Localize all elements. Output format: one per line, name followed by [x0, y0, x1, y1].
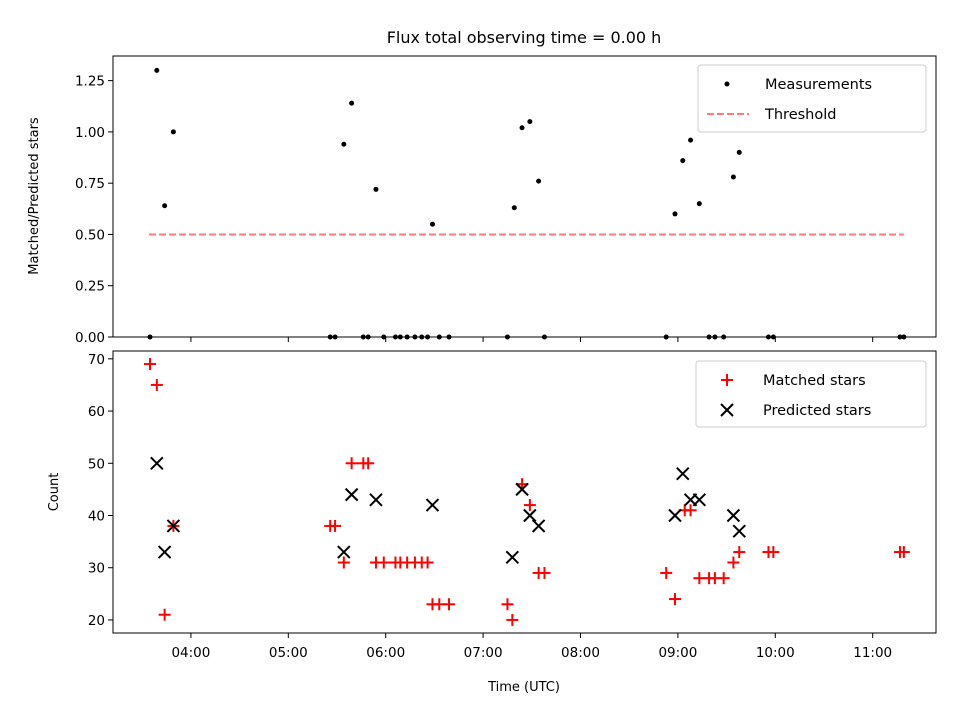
matched-star-point: [506, 613, 519, 626]
predicted-star-point: [726, 508, 741, 523]
legend-predicted-marker: [720, 403, 734, 417]
measurement-point: [341, 141, 347, 147]
count-x-tick-label: 10:00: [756, 645, 795, 661]
ratio-y-axis-label: Matched/Predicted stars: [27, 117, 42, 275]
count-x-tick-label: 08:00: [561, 645, 600, 661]
ratio-y-tick-label: 1.25: [75, 74, 105, 90]
measurement-point: [527, 119, 533, 125]
chart-title: Flux total observing time = 0.00 h: [387, 28, 662, 47]
matched-star-point: [150, 378, 163, 391]
count-x-tick-label: 09:00: [658, 645, 697, 661]
measurement-point: [680, 158, 686, 164]
measurement-point: [373, 186, 379, 192]
measurement-point: [672, 211, 678, 217]
count-y-tick-label: 30: [88, 561, 105, 577]
count-y-tick-label: 60: [88, 404, 105, 420]
ratio-y-tick-label: 0.00: [75, 330, 105, 346]
ratio-panel: Flux total observing time = 0.00 h Match…: [27, 28, 937, 346]
predicted-star-point: [337, 545, 351, 559]
matched-star-point: [717, 572, 730, 585]
legend-matched-marker: [721, 374, 733, 386]
ratio-y-tick-label: 0.50: [75, 227, 105, 243]
ratio-y-tick-label: 0.75: [75, 176, 105, 192]
predicted-star-point: [732, 524, 746, 538]
ratio-legend: Measurements Threshold: [697, 64, 927, 133]
legend-matched-label: Matched stars: [763, 373, 866, 389]
count-x-tick-label: 07:00: [464, 645, 503, 661]
measurement-point: [519, 125, 525, 131]
count-y-axis-label: Count: [47, 473, 62, 512]
count-x-tick-label: 06:00: [366, 645, 405, 661]
measurement-point: [696, 201, 702, 207]
matched-star-point: [443, 598, 456, 611]
measurement-point: [536, 178, 542, 184]
matched-star-point: [538, 566, 551, 579]
predicted-star-point: [531, 519, 546, 533]
matched-star-point: [668, 593, 681, 606]
predicted-star-point: [157, 545, 172, 559]
measurement-point: [511, 205, 517, 211]
matched-star-point: [144, 358, 157, 371]
matched-star-point: [684, 504, 697, 517]
measurement-point: [736, 149, 742, 155]
predicted-star-point: [369, 493, 383, 507]
matched-star-point: [362, 457, 375, 470]
count-axes-frame: [112, 350, 937, 634]
predicted-star-point: [166, 519, 181, 533]
matched-star-point: [329, 519, 342, 532]
ratio-legend-box: [697, 64, 927, 133]
predicted-star-point: [344, 487, 359, 502]
measurement-point: [154, 67, 160, 73]
measurement-point: [162, 203, 168, 209]
count-x-tick-label: 04:00: [171, 645, 210, 661]
measurement-point: [349, 100, 355, 106]
count-legend-box: [695, 360, 927, 428]
measurement-point: [688, 137, 694, 143]
count-panel: Count Time (UTC) 20 30 40 50 60 70 04:00 05:00 0…: [47, 350, 937, 695]
count-y-tick-label: 50: [88, 456, 105, 472]
count-y-tick-label: 70: [88, 352, 105, 368]
predicted-star-point: [676, 467, 690, 481]
legend-measurements-label: Measurements: [765, 77, 872, 93]
count-y-tick-label: 20: [88, 613, 105, 629]
x-axis-label: Time (UTC): [487, 680, 560, 695]
legend-predicted-label: Predicted stars: [763, 403, 871, 419]
matched-star-point: [345, 457, 358, 470]
predicted-star-point: [515, 482, 529, 497]
predicted-star-point: [668, 508, 682, 523]
matched-star-point: [660, 566, 673, 579]
predicted-star-point: [523, 508, 537, 523]
predicted-star-point: [692, 493, 707, 507]
matched-star-point: [337, 556, 350, 569]
matched-star-point: [733, 546, 746, 559]
count-x-tick-label: 11:00: [853, 645, 892, 661]
ratio-y-tick-label: 1.00: [75, 125, 105, 141]
measurement-point: [170, 129, 176, 135]
matched-star-point: [523, 499, 536, 512]
matched-star-point: [501, 598, 514, 611]
matched-star-point: [767, 546, 780, 559]
predicted-star-point: [150, 456, 164, 470]
predicted-star-point: [505, 550, 520, 564]
matched-star-point: [377, 556, 390, 569]
ratio-axes-frame: [112, 55, 937, 338]
legend-threshold-label: Threshold: [764, 107, 836, 123]
matched-star-point: [727, 556, 740, 569]
count-legend: Matched stars Predicted stars: [695, 360, 927, 428]
ratio-y-tick-label: 0.25: [75, 279, 105, 295]
measurement-point: [730, 174, 736, 180]
matched-star-point: [158, 608, 171, 621]
legend-measurements-marker: [724, 81, 730, 87]
matched-star-point: [421, 556, 434, 569]
count-x-tick-label: 05:00: [269, 645, 308, 661]
predicted-star-point: [425, 498, 440, 512]
matched-star-point: [897, 546, 910, 559]
measurement-point: [429, 221, 435, 227]
count-y-tick-label: 40: [88, 509, 105, 525]
